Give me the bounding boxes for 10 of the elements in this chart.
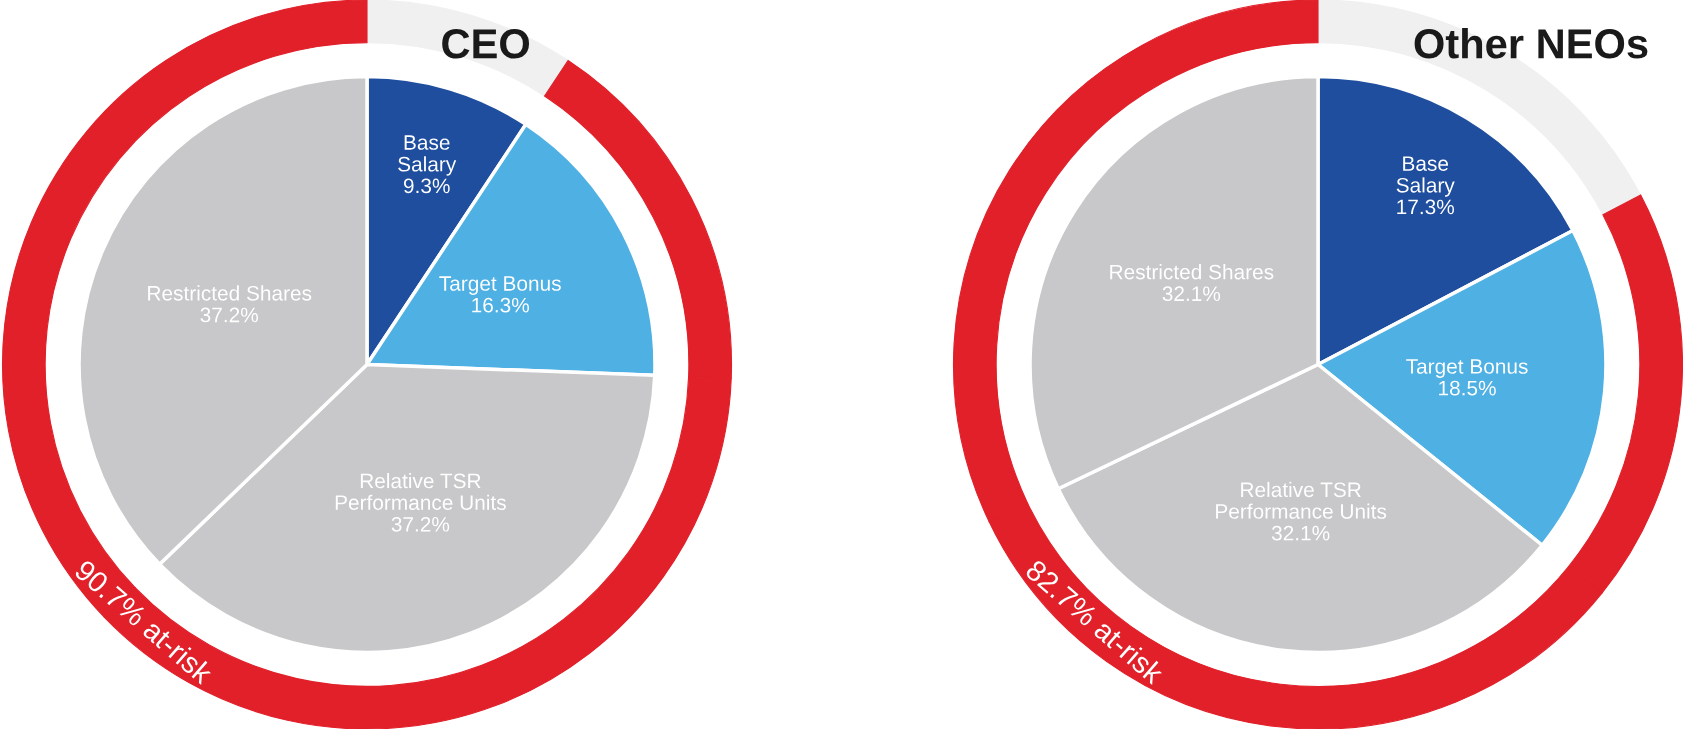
text: Other NEOs	[1414, 27, 1648, 59]
data-label: 16.3%	[472, 297, 529, 313]
data-label: 18.5%	[1439, 380, 1496, 396]
slice-label: Base Salary	[398, 135, 457, 176]
data-label: 9.3%	[403, 178, 450, 194]
slice-label: Target Bonus	[1406, 359, 1528, 378]
slice-label: Base Salary	[1396, 156, 1455, 197]
text: CEO	[442, 29, 530, 59]
slice-label: Target Bonus	[439, 276, 561, 295]
data-label: 17.3%	[1397, 199, 1455, 215]
